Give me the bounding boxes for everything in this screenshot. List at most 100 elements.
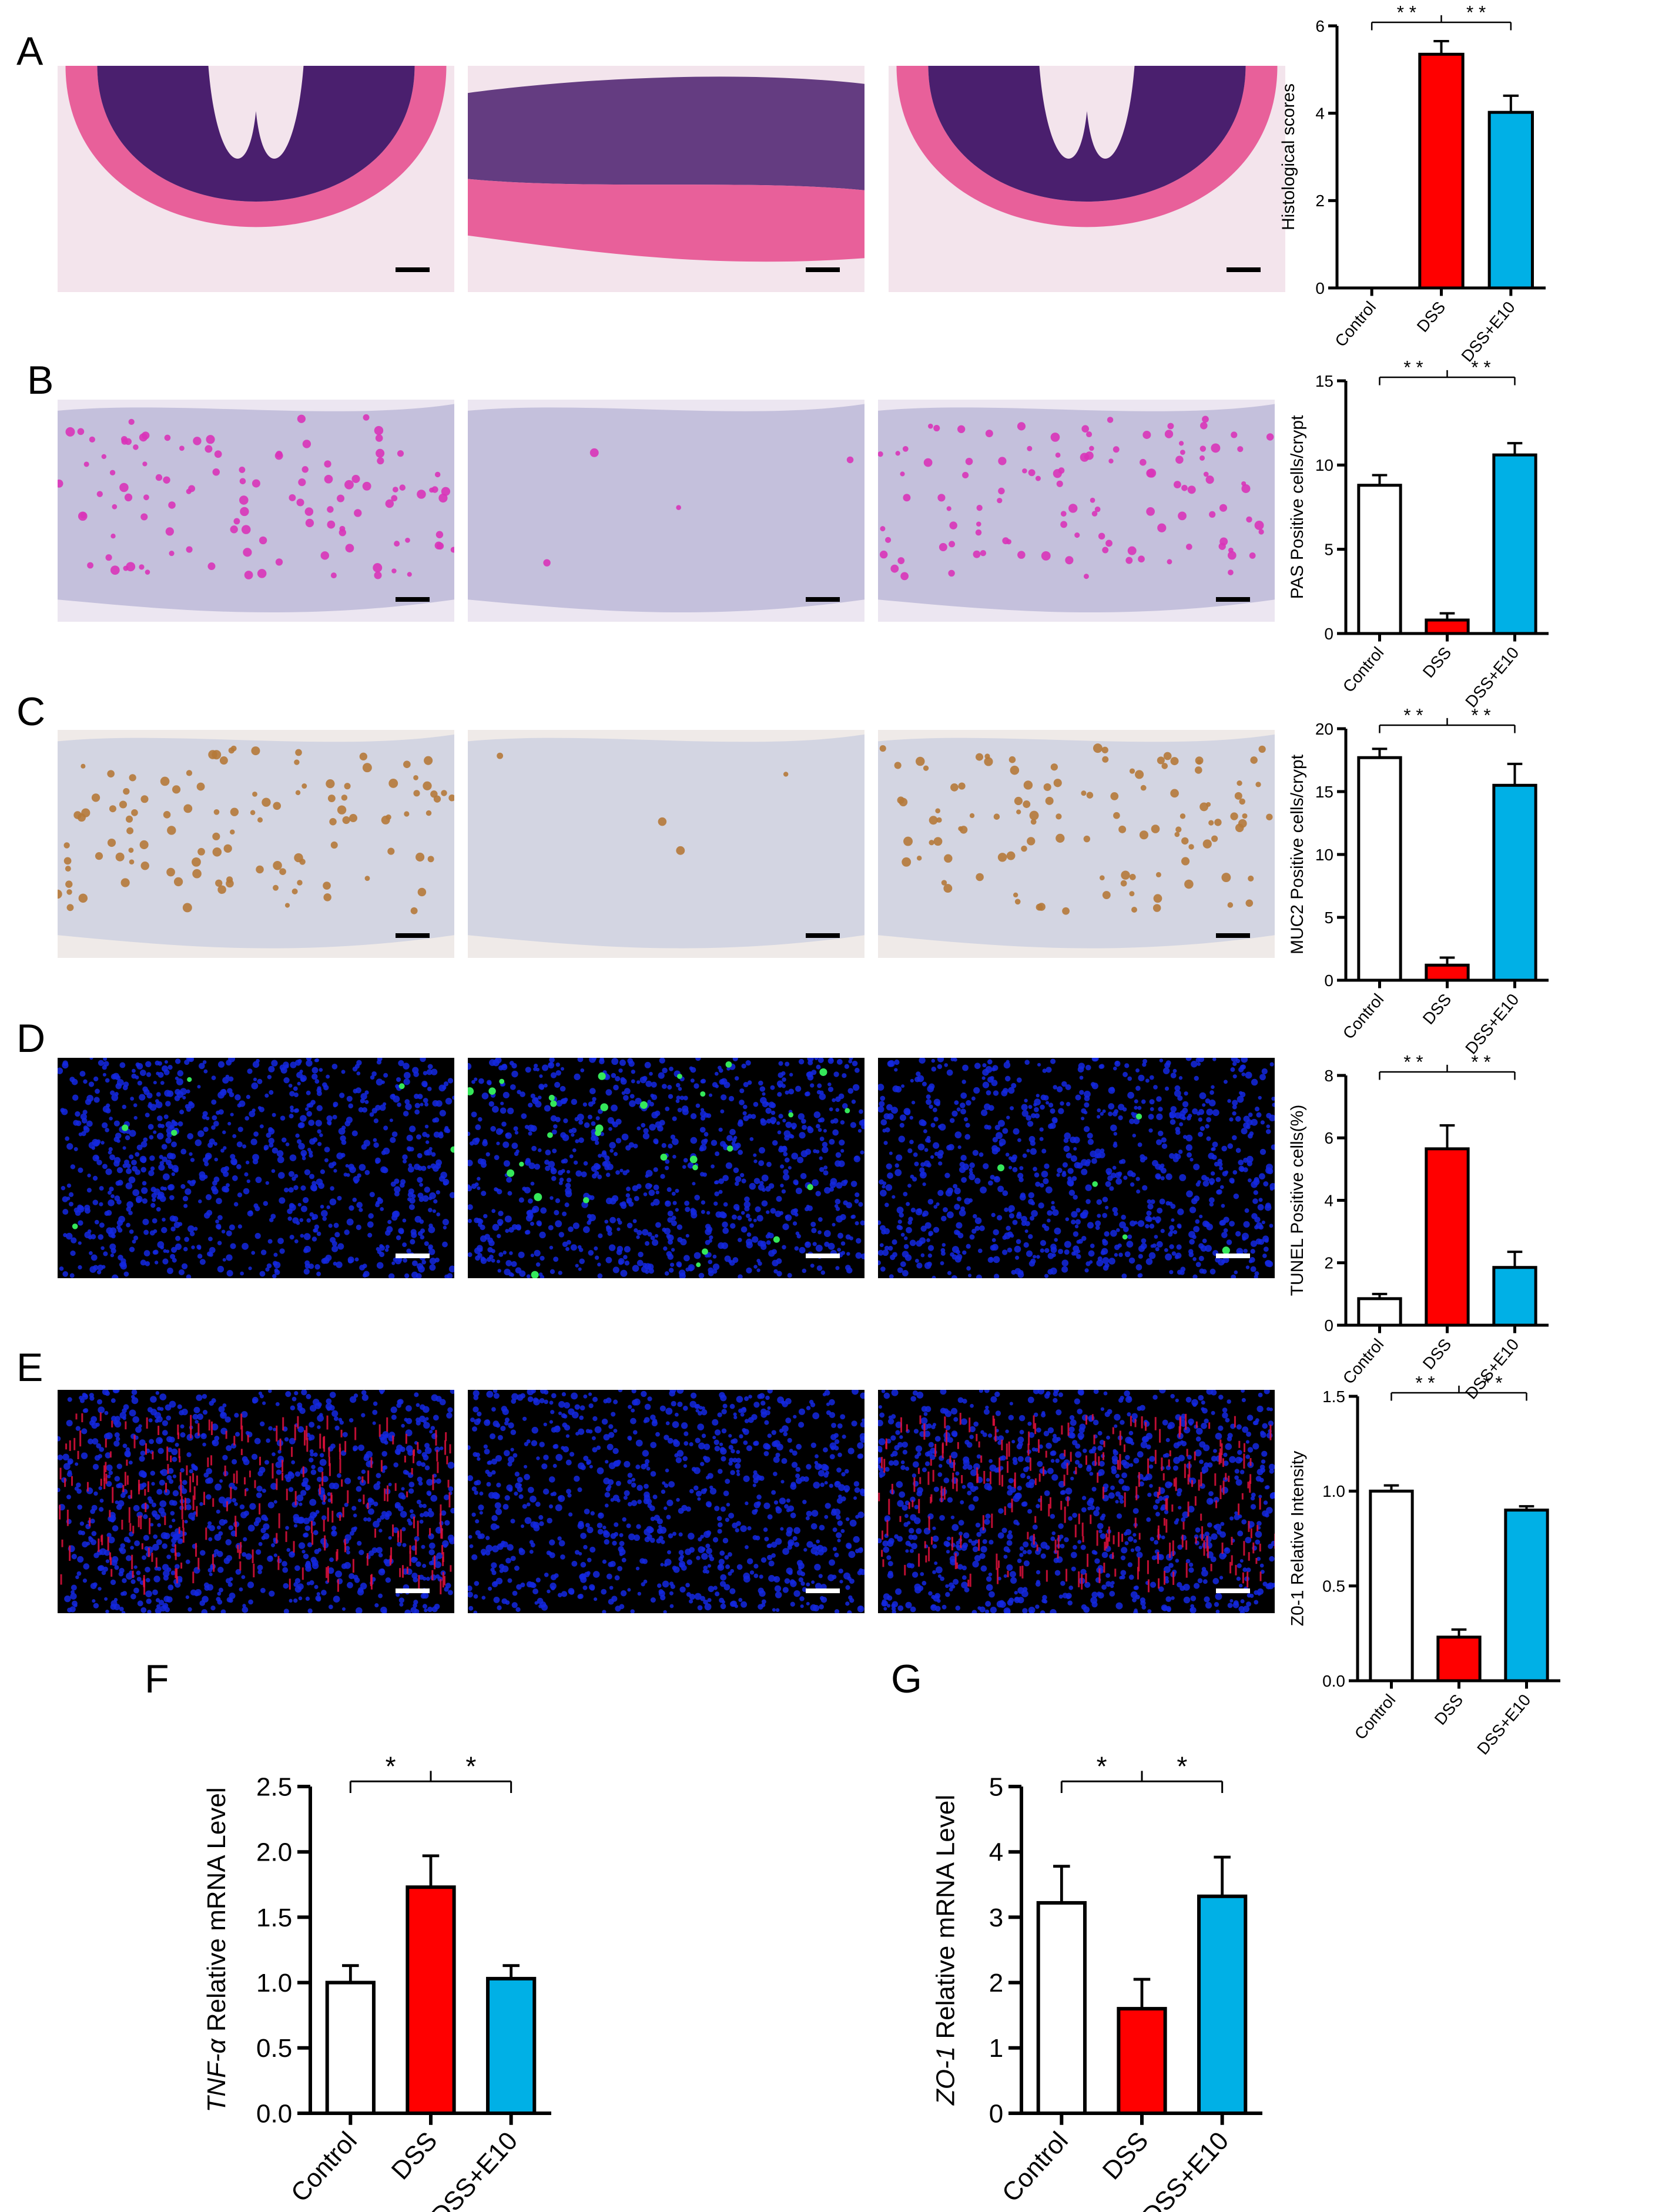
muscle-layer xyxy=(896,66,1278,227)
stain-dot xyxy=(1131,907,1137,913)
nucleus xyxy=(1054,1238,1058,1242)
nucleus xyxy=(403,1159,407,1164)
nucleus xyxy=(403,1071,411,1079)
nucleus xyxy=(369,1112,374,1117)
nucleus xyxy=(920,1225,927,1232)
nucleus xyxy=(1160,1176,1165,1181)
nucleus xyxy=(427,1606,433,1613)
scale-bar xyxy=(1216,933,1250,938)
stain-dot xyxy=(65,866,71,872)
nucleus xyxy=(239,1504,245,1510)
nucleus xyxy=(816,1124,820,1129)
nucleus xyxy=(823,1230,831,1237)
nucleus xyxy=(927,1253,933,1258)
zo1-signal xyxy=(148,1547,150,1557)
nucleus xyxy=(285,1391,291,1397)
nucleus xyxy=(539,1397,545,1403)
stain-dot xyxy=(363,414,370,421)
zo1-signal xyxy=(323,1519,325,1532)
nucleus xyxy=(320,1204,324,1209)
stain-dot xyxy=(109,470,116,475)
zo1-signal xyxy=(302,1466,304,1477)
nucleus xyxy=(288,1084,293,1088)
nucleus xyxy=(336,1261,343,1268)
nucleus xyxy=(170,1254,176,1259)
nucleus xyxy=(1023,1242,1029,1248)
nucleus xyxy=(512,1590,518,1596)
zo1-signal xyxy=(390,1547,393,1563)
nucleus xyxy=(746,1558,753,1564)
nucleus xyxy=(760,1097,767,1104)
stain-dot xyxy=(120,435,128,443)
nucleus xyxy=(209,1400,215,1406)
nucleus xyxy=(93,1097,100,1103)
nucleus xyxy=(338,1127,346,1135)
nucleus xyxy=(520,1582,525,1588)
nucleus xyxy=(406,1445,413,1453)
nucleus xyxy=(542,1488,549,1495)
nucleus xyxy=(1024,1060,1030,1065)
nucleus xyxy=(357,1173,361,1178)
stain-dot xyxy=(359,752,368,760)
nucleus xyxy=(1073,1147,1077,1151)
nucleus xyxy=(746,1214,750,1218)
stain-dot xyxy=(101,454,107,460)
nucleus xyxy=(1193,1226,1200,1232)
nucleus xyxy=(540,1255,545,1261)
nucleus xyxy=(113,1440,120,1447)
nucleus xyxy=(1266,1112,1272,1119)
nucleus xyxy=(1048,1123,1054,1130)
nucleus xyxy=(1124,1251,1131,1258)
nucleus xyxy=(476,1245,483,1252)
zo1-signal xyxy=(112,1487,114,1503)
nucleus xyxy=(752,1473,760,1480)
nucleus xyxy=(1148,1252,1156,1259)
nucleus xyxy=(401,1487,405,1491)
stain-dot xyxy=(1100,875,1105,881)
nucleus xyxy=(1027,1121,1034,1127)
nucleus xyxy=(82,1110,88,1115)
stain-dot xyxy=(423,781,432,790)
nucleus xyxy=(284,1187,289,1193)
nucleus xyxy=(380,1207,384,1211)
stain-dot xyxy=(1199,445,1207,452)
zo1-signal xyxy=(138,1483,140,1492)
nucleus xyxy=(602,1610,607,1613)
stain-dot xyxy=(1248,875,1254,882)
nucleus xyxy=(760,1118,765,1124)
nucleus xyxy=(807,1125,812,1131)
nucleus xyxy=(504,1215,512,1223)
nucleus xyxy=(775,1538,782,1545)
nucleus xyxy=(693,1467,701,1474)
nucleus xyxy=(829,1107,833,1111)
nucleus xyxy=(262,1401,266,1405)
nucleus xyxy=(719,1442,723,1446)
zo1-signal xyxy=(176,1568,178,1580)
nucleus xyxy=(1085,1184,1092,1191)
zo1-signal xyxy=(224,1465,226,1477)
nucleus xyxy=(1030,1258,1036,1264)
nucleus xyxy=(1004,1207,1009,1212)
stain-dot xyxy=(450,547,454,553)
nucleus xyxy=(768,1101,775,1108)
nucleus xyxy=(693,1252,701,1259)
stain-dot xyxy=(1238,819,1247,828)
stain-dot xyxy=(1239,798,1245,805)
zo1-signal xyxy=(282,1417,284,1431)
nucleus xyxy=(1246,1161,1253,1167)
nucleus xyxy=(77,1556,84,1563)
nucleus xyxy=(142,1555,147,1560)
zo1-signal xyxy=(179,1472,182,1482)
nucleus xyxy=(652,1239,659,1246)
nucleus xyxy=(424,1241,429,1246)
nucleus xyxy=(154,1514,160,1520)
stain-dot xyxy=(1266,433,1274,441)
nucleus xyxy=(806,1406,811,1410)
nucleus xyxy=(665,1407,673,1415)
stain-dot xyxy=(63,842,70,849)
nucleus xyxy=(660,1174,665,1179)
nucleus xyxy=(705,1543,711,1549)
nucleus xyxy=(1148,1128,1153,1133)
nucleus xyxy=(549,1583,557,1590)
nucleus xyxy=(966,1100,971,1106)
